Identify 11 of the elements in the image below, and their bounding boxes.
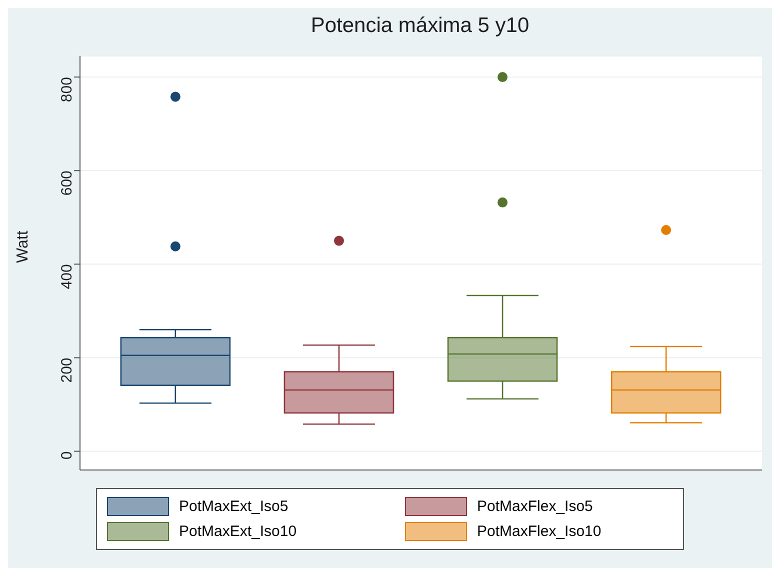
- y-tick-label: 200: [58, 358, 76, 383]
- y-axis-title: Watt: [14, 230, 32, 263]
- legend-label: PotMaxFlex_Iso5: [477, 498, 593, 515]
- y-tick-label: 800: [58, 77, 76, 102]
- legend-label: PotMaxExt_Iso10: [179, 523, 297, 540]
- y-tick-label: 600: [58, 170, 76, 196]
- legend-label: PotMaxExt_Iso5: [179, 498, 288, 515]
- legend-label: PotMaxFlex_Iso10: [477, 523, 602, 540]
- y-tick-label: 0: [58, 451, 76, 460]
- chart-title: Potencia máxima 5 y10: [310, 13, 530, 39]
- y-tick-label: 400: [58, 264, 76, 290]
